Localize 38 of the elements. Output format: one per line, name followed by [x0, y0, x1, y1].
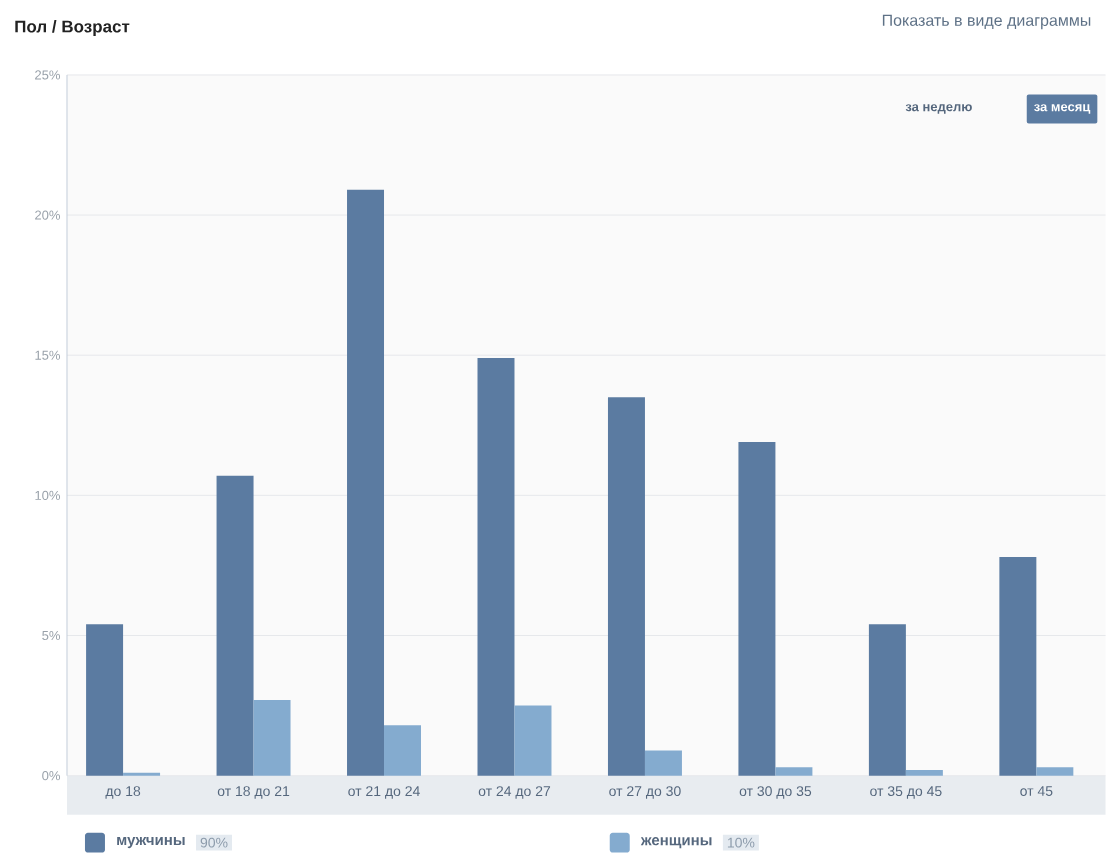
x-tick-label: до 18: [105, 786, 141, 799]
bar: [253, 700, 291, 776]
bar: [607, 397, 645, 776]
x-tick-label: от 18 до 21: [217, 786, 290, 799]
text: 10%: [727, 837, 755, 848]
bar: [999, 557, 1037, 776]
bar: [775, 767, 813, 776]
bar: [905, 770, 943, 776]
annotation: за месяц: [1034, 104, 1091, 114]
bar: [738, 442, 776, 776]
bar: [644, 750, 682, 776]
y-tick-label: 15%: [35, 350, 60, 360]
text: 90%: [200, 837, 228, 848]
x-tick-label: от 21 до 24: [348, 786, 420, 799]
y-tick-label: 20%: [35, 210, 60, 220]
y-tick-label: 5%: [42, 631, 60, 641]
bar: [1036, 767, 1074, 776]
bar: [86, 624, 124, 776]
legend-label: мужчины: [117, 837, 185, 849]
y-tick-label: 0%: [42, 771, 60, 781]
bar: [347, 190, 385, 776]
bar: [514, 705, 552, 776]
chart-title: Пол / Возраст: [15, 20, 130, 37]
text: Показать в виде диаграммы: [882, 15, 1091, 30]
bar: [123, 773, 161, 776]
y-tick-label: 10%: [35, 490, 60, 501]
x-tick-label: от 45: [1020, 786, 1053, 797]
bar: [216, 475, 254, 776]
y-tick-label: 25%: [35, 70, 60, 80]
x-tick-label: от 27 до 30: [609, 786, 681, 799]
bar: [384, 725, 421, 776]
x-tick-label: от 30 до 35: [739, 786, 812, 799]
x-tick-label: от 24 до 27: [478, 786, 551, 799]
x-tick-label: от 35 до 45: [870, 786, 942, 799]
legend-label: женщины: [640, 837, 712, 849]
annotation: за неделю: [905, 104, 972, 114]
bar: [868, 624, 906, 776]
bar: [477, 358, 515, 776]
